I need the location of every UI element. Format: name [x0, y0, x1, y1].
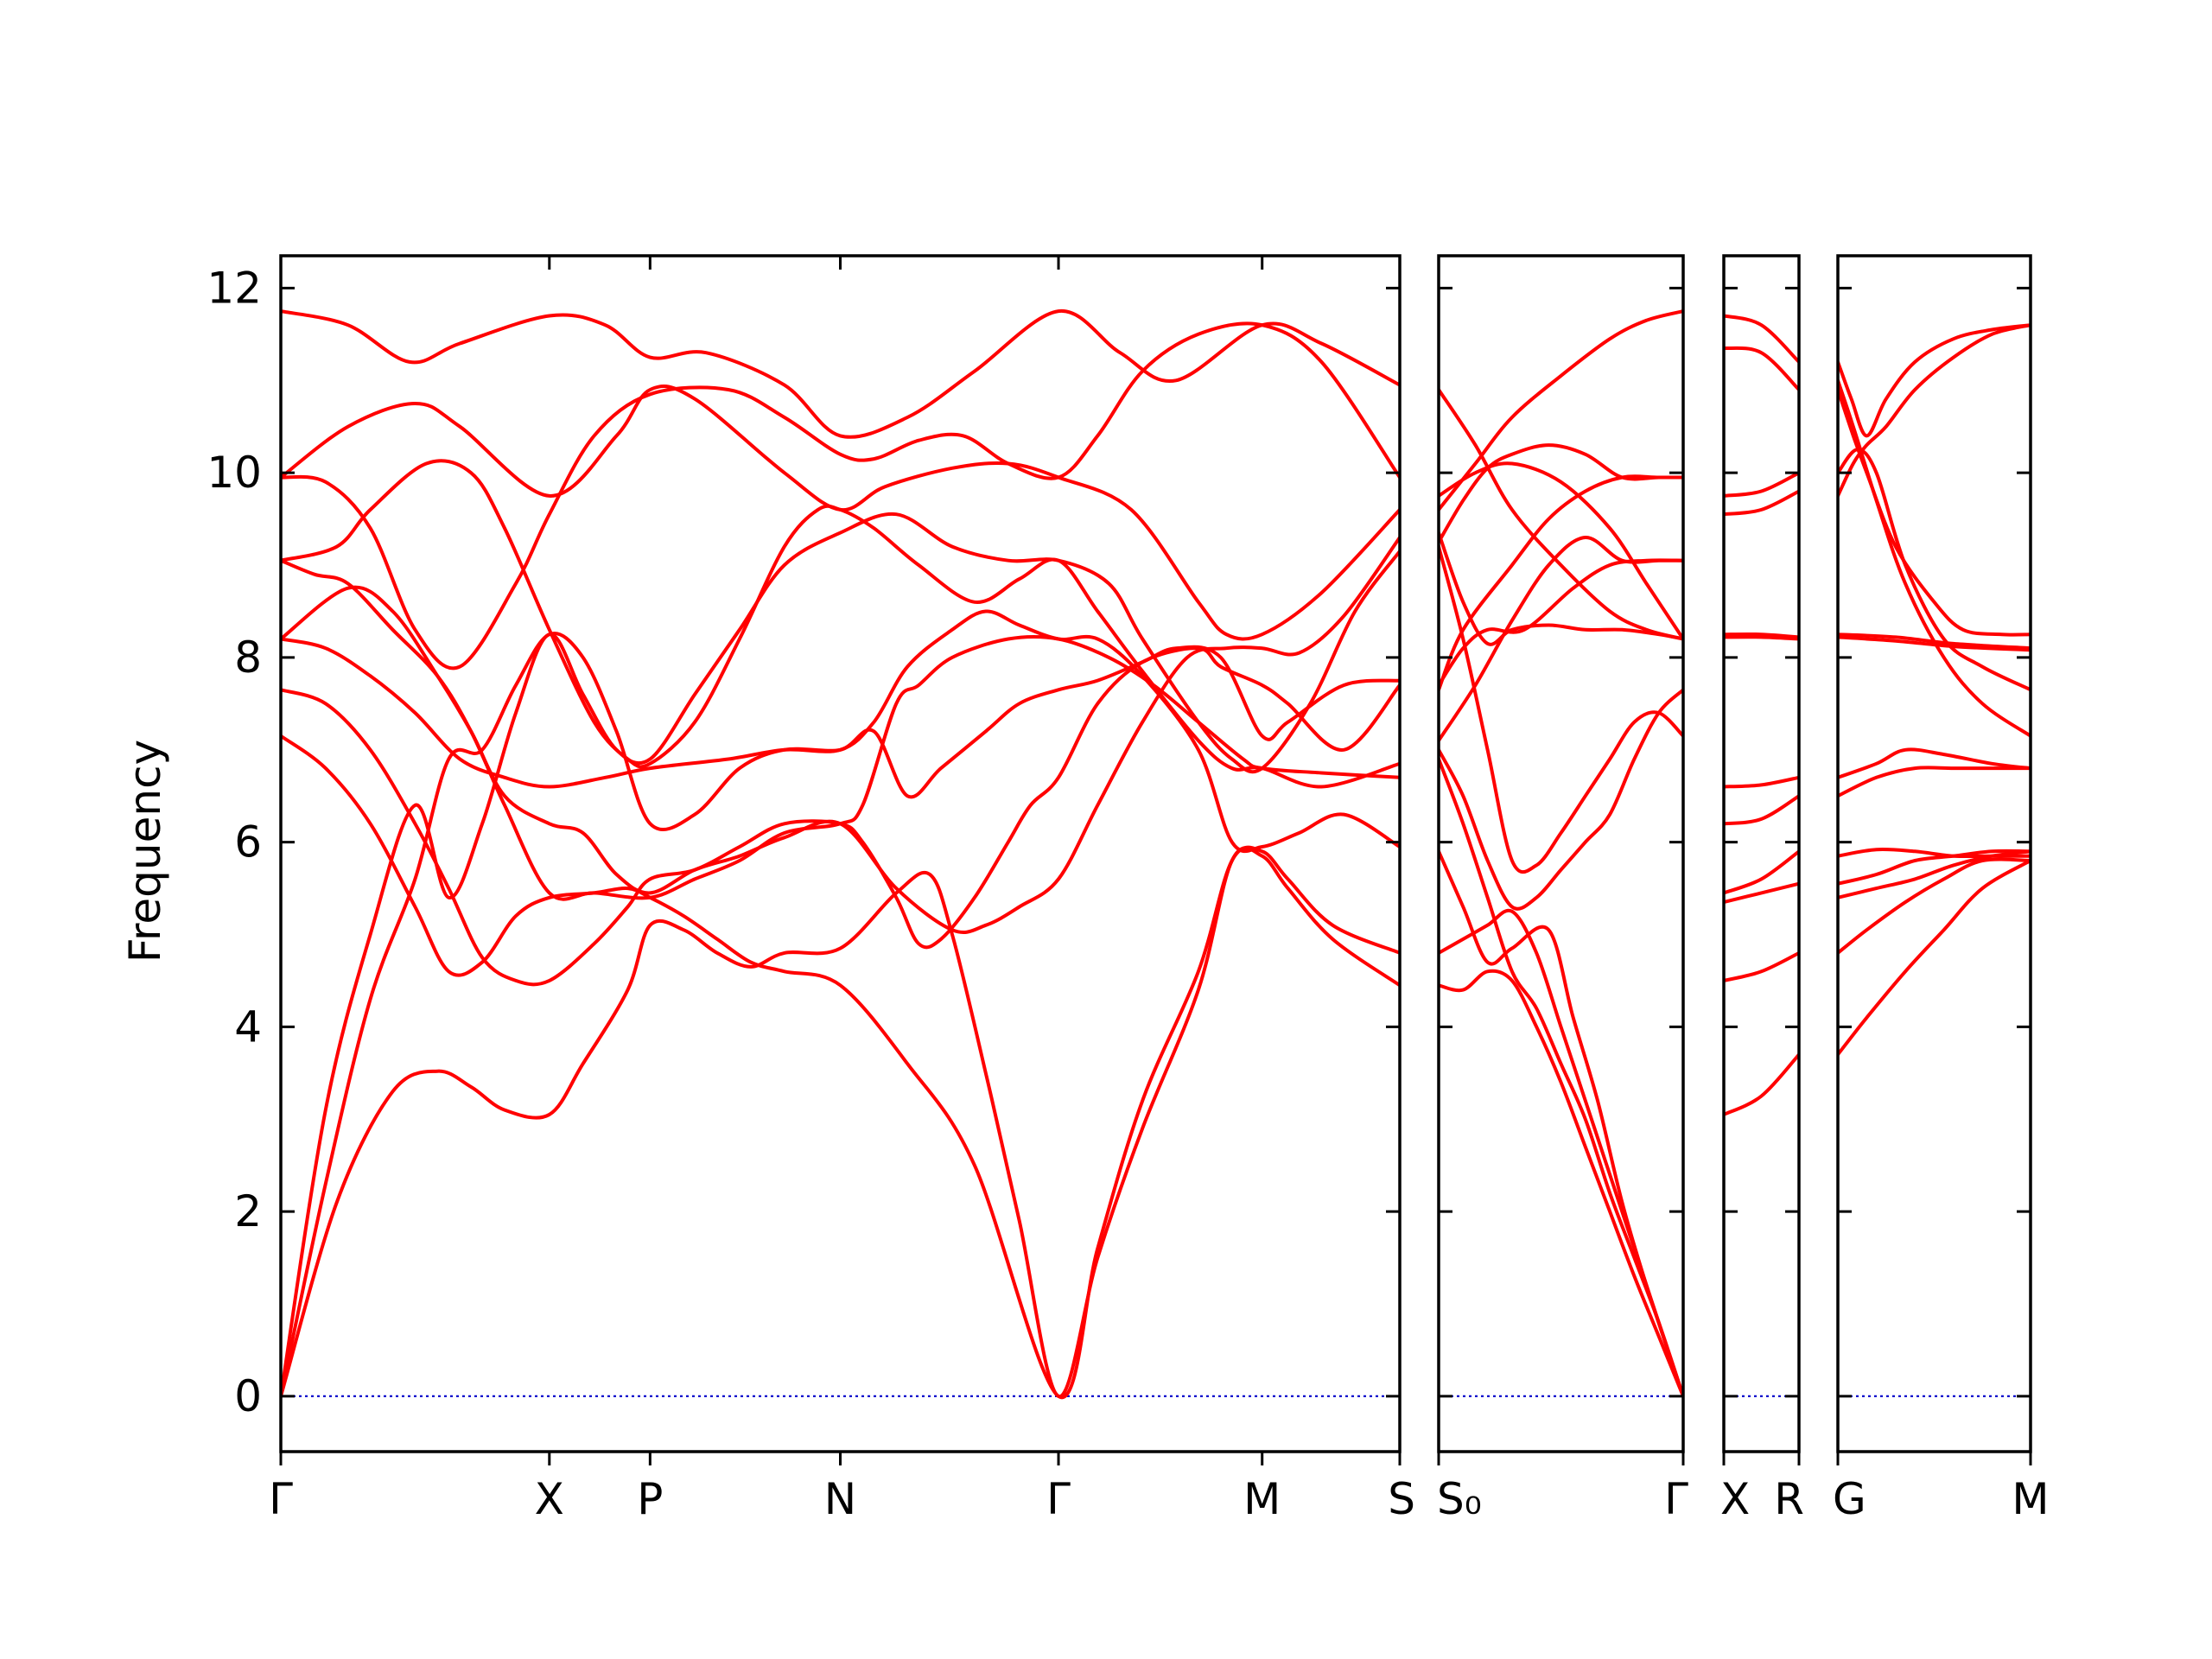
band-line-2 [281, 384, 1400, 641]
x-tick-label: S₀ [1437, 1474, 1482, 1524]
x-tick-label: Γ [269, 1474, 293, 1524]
band-line-3 [281, 321, 1400, 671]
band-line-8 [1724, 794, 1799, 826]
y-tick-label: 4 [234, 1001, 262, 1052]
y-tick-label: 2 [234, 1186, 262, 1236]
band-group [1439, 309, 1683, 1398]
band-group [1838, 323, 2031, 1057]
band-line-13 [1838, 857, 2031, 955]
band-group [1724, 314, 1799, 1116]
band-line-8 [281, 646, 1400, 987]
band-line-14 [1838, 859, 2031, 1057]
band-line-5 [281, 558, 1400, 901]
band-line-2 [1838, 323, 2031, 498]
band-line-10 [281, 846, 1400, 1398]
x-tick-label: Γ [1664, 1474, 1688, 1524]
band-line-11 [1838, 849, 2031, 886]
x-tick-label: M [1243, 1474, 1281, 1524]
band-line-1 [1838, 323, 2031, 438]
band-line-11 [281, 632, 1400, 1398]
band-line-1 [281, 309, 1400, 439]
band-line-4 [281, 459, 1400, 789]
x-tick-label: R [1774, 1474, 1804, 1524]
band-line-3 [1724, 471, 1799, 498]
x-tick-label: M [2012, 1474, 2049, 1524]
y-axis-label: Frequency [120, 740, 170, 963]
band-line-9 [281, 734, 1400, 1400]
band-line-8 [1439, 536, 1683, 743]
panel-frame [1836, 254, 2032, 1453]
band-line-6 [1838, 632, 2031, 651]
x-tick-label: X [535, 1474, 564, 1524]
band-line-11 [1439, 757, 1683, 1398]
band-line-5 [1724, 632, 1799, 639]
band-line-1 [1724, 314, 1799, 364]
band-line-14 [1439, 969, 1683, 1398]
band-line-2 [1724, 346, 1799, 391]
band-line-1 [1439, 388, 1683, 641]
band-line-6 [1724, 635, 1799, 641]
band-line-8 [1838, 747, 2031, 779]
y-tick-label: 6 [234, 817, 262, 868]
band-line-2 [1439, 461, 1683, 641]
band-line-12 [281, 512, 1400, 1398]
x-tick-label: N [824, 1474, 856, 1524]
band-line-7 [281, 536, 1400, 934]
x-tick-label: S [1388, 1474, 1415, 1524]
band-line-13 [1439, 908, 1683, 1398]
band-line-10 [1724, 881, 1799, 905]
band-line-4 [1838, 378, 2031, 738]
x-tick-label: Γ [1046, 1474, 1071, 1524]
band-line-9 [1838, 766, 2031, 798]
x-tick-label: G [1833, 1474, 1866, 1524]
band-group [281, 309, 1400, 1400]
band-line-6 [1439, 558, 1683, 687]
band-line-7 [1439, 474, 1683, 692]
band-line-3 [1439, 309, 1683, 512]
panel-2: S₀ Γ [1437, 254, 1688, 1524]
y-tick-label: 0 [234, 1371, 262, 1421]
y-tick-label: 12 [207, 263, 262, 313]
band-line-4 [1724, 489, 1799, 517]
panel-frame [1722, 254, 1801, 1453]
band-line-7 [1838, 635, 2031, 652]
x-tick-label: X [1720, 1474, 1750, 1524]
band-line-11 [1724, 950, 1799, 982]
y-tick-label: 10 [207, 448, 262, 498]
band-line-12 [1724, 1052, 1799, 1116]
band-line-3 [1838, 388, 2031, 637]
band-line-9 [1439, 688, 1683, 911]
band-line-12 [1838, 849, 2031, 899]
band-line-5 [1439, 531, 1683, 646]
panel-frame [279, 254, 1402, 1453]
band-line-10 [1439, 544, 1683, 874]
band-line-7 [1724, 775, 1799, 789]
band-line-5 [1838, 448, 2031, 692]
band-line-9 [1724, 849, 1799, 895]
panel-frame [1437, 254, 1685, 1453]
x-tick-label: P [637, 1474, 663, 1524]
band-line-6 [281, 609, 1400, 854]
band-line-4 [1439, 443, 1683, 544]
y-tick-label: 8 [234, 632, 262, 683]
